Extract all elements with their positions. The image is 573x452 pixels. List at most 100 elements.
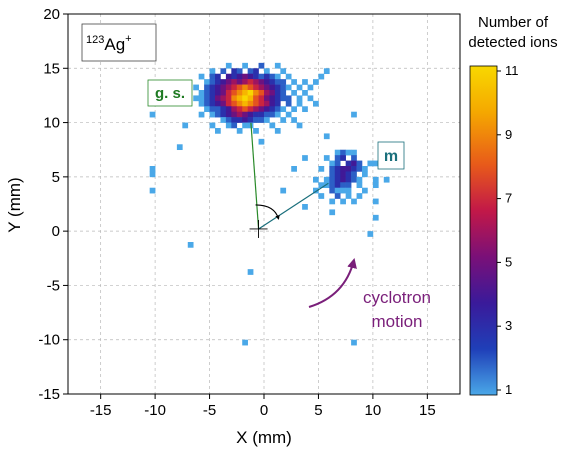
heatmap-cell [225, 79, 232, 85]
heatmap-cell [340, 166, 346, 172]
heatmap-cell [253, 73, 259, 80]
heatmap-cell [274, 62, 281, 69]
heatmap-cell [236, 95, 243, 102]
heatmap-cell [258, 62, 265, 69]
heatmap-cell [340, 182, 346, 189]
heatmap-cell [313, 187, 319, 194]
heatmap-cell [231, 84, 238, 91]
heatmap-cell [258, 90, 265, 96]
heatmap-cell [231, 122, 238, 129]
heatmap-cell [242, 339, 248, 346]
heatmap-cell [313, 176, 319, 183]
heatmap-cell [231, 68, 238, 75]
heatmap-cell [274, 84, 281, 91]
heatmap-cell [280, 90, 287, 96]
heatmap-cell [367, 231, 374, 237]
heatmap-cell [323, 176, 330, 183]
heatmap-cell [236, 68, 243, 75]
heatmap-cell [247, 100, 254, 107]
heatmap-cell [236, 117, 243, 123]
heatmap-cell [242, 122, 248, 129]
heatmap-cell [253, 100, 259, 107]
heatmap-cell [258, 111, 265, 118]
heatmap-cell [280, 84, 287, 91]
y-tick-label: 10 [43, 115, 60, 132]
heatmap-cell [296, 122, 303, 129]
y-tick-label: -5 [47, 277, 60, 294]
heatmap-cell [253, 111, 259, 118]
heatmap-cell [356, 160, 363, 167]
heatmap-cell [225, 117, 232, 123]
m-vector-line [258, 182, 329, 230]
isotope-mass: 123 [86, 34, 104, 46]
heatmap-cell [215, 73, 221, 80]
heatmap-cell [340, 176, 346, 183]
heatmap-cell [225, 122, 232, 129]
heatmap-cell [209, 90, 216, 96]
heatmap-cell [220, 100, 227, 107]
heatmap-cell [291, 90, 297, 96]
heatmap-cell [274, 73, 281, 80]
heatmap-cell [253, 79, 259, 85]
heatmap-cell [242, 73, 248, 80]
colorbar-ticks: 1 3 5 7 9 11 [497, 63, 519, 397]
x-tick-label: 10 [365, 402, 382, 419]
heatmap-cell [247, 111, 254, 118]
heatmap-cell [225, 111, 232, 118]
heatmap-cell [236, 73, 243, 80]
heatmap-cell [209, 106, 216, 113]
heatmap-cell [258, 95, 265, 102]
colorbar: Number of detected ions 1 3 5 7 9 11 [468, 14, 557, 397]
heatmap-cell [291, 166, 297, 172]
heatmap-cell [351, 166, 357, 172]
heatmap-cell [264, 95, 270, 102]
heatmap-cell [242, 100, 248, 107]
heatmap-cell [187, 242, 194, 248]
heatmap-cell [329, 209, 336, 216]
heatmap-cell [269, 73, 276, 80]
heatmap-cell [329, 160, 336, 167]
heatmap-cell [307, 95, 314, 102]
heatmap-cell [362, 166, 368, 172]
heatmap-cell [209, 100, 216, 107]
heatmap-cell [182, 122, 189, 129]
m-label-box [377, 141, 405, 170]
heatmap-cell [318, 73, 325, 80]
heatmap-cell [302, 90, 308, 96]
heatmap-cell [280, 68, 287, 75]
y-tick-label: 15 [43, 60, 60, 77]
heatmap-cell [231, 73, 238, 80]
heatmap-cell [291, 117, 297, 123]
isotope-label-box: 123Ag+ [81, 23, 157, 62]
heatmap-cell [149, 171, 156, 178]
motion-label-line: motion [371, 312, 422, 331]
heatmap-cell [242, 95, 248, 102]
isotope-element: Ag [104, 35, 125, 54]
x-tick-label: -15 [90, 402, 112, 419]
heatmap-cell [351, 149, 357, 156]
heatmap-cell [247, 68, 254, 75]
heatmap-cell [193, 84, 199, 91]
heatmap-cell [329, 166, 336, 172]
heatmap-cell [334, 149, 341, 156]
heatmap-cell [280, 95, 287, 102]
heatmap-cell [345, 171, 352, 178]
heatmap-cell [253, 84, 259, 91]
heatmap-cell [236, 106, 243, 113]
heatmap-cell [220, 68, 227, 75]
heatmap-cell [302, 106, 308, 113]
gs-label: g. s. [155, 85, 185, 102]
heatmap-cell [334, 182, 341, 189]
heatmap-cell [198, 73, 205, 80]
heatmap-cell [215, 100, 221, 107]
heatmap-cell [236, 128, 243, 134]
heatmap-cell [285, 100, 292, 107]
x-tick-label: 5 [314, 402, 322, 419]
heatmap-cell [351, 171, 357, 178]
heatmap-cell [291, 79, 297, 85]
heatmap-cell [372, 176, 379, 183]
heatmap-cell [345, 160, 352, 167]
cyclotron-motion-arrow [308, 258, 357, 308]
heatmap-cell [351, 198, 357, 205]
colorbar-tick-label: 3 [505, 318, 512, 333]
